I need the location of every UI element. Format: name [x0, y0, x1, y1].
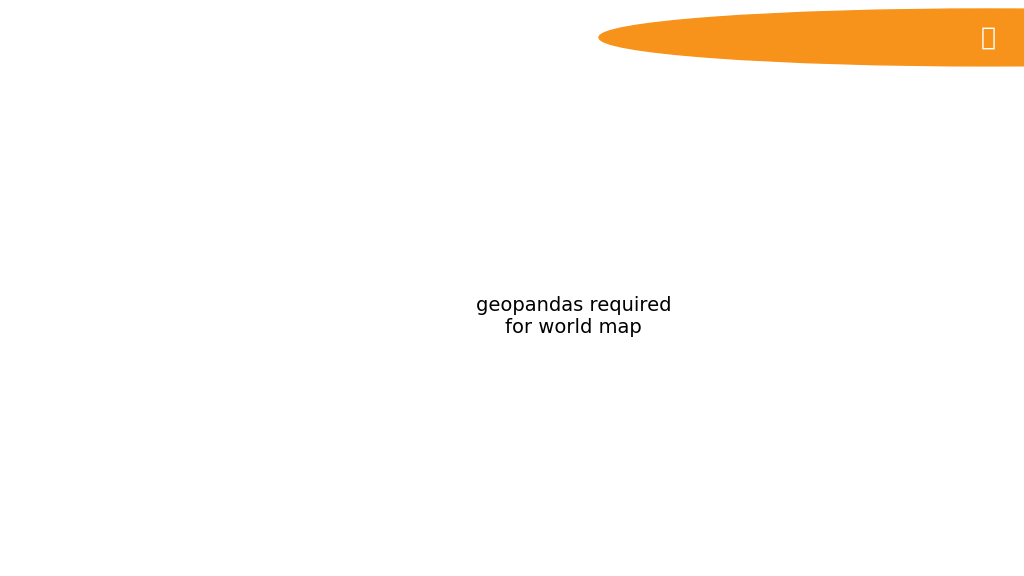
Text: % of Positive Tweets Per Country: % of Positive Tweets Per Country [20, 49, 436, 69]
Text: Bitcoin: Bitcoin [20, 19, 108, 39]
Circle shape [599, 9, 1024, 66]
Text: ₿: ₿ [981, 25, 995, 50]
Text: geopandas required
for world map: geopandas required for world map [476, 296, 671, 338]
